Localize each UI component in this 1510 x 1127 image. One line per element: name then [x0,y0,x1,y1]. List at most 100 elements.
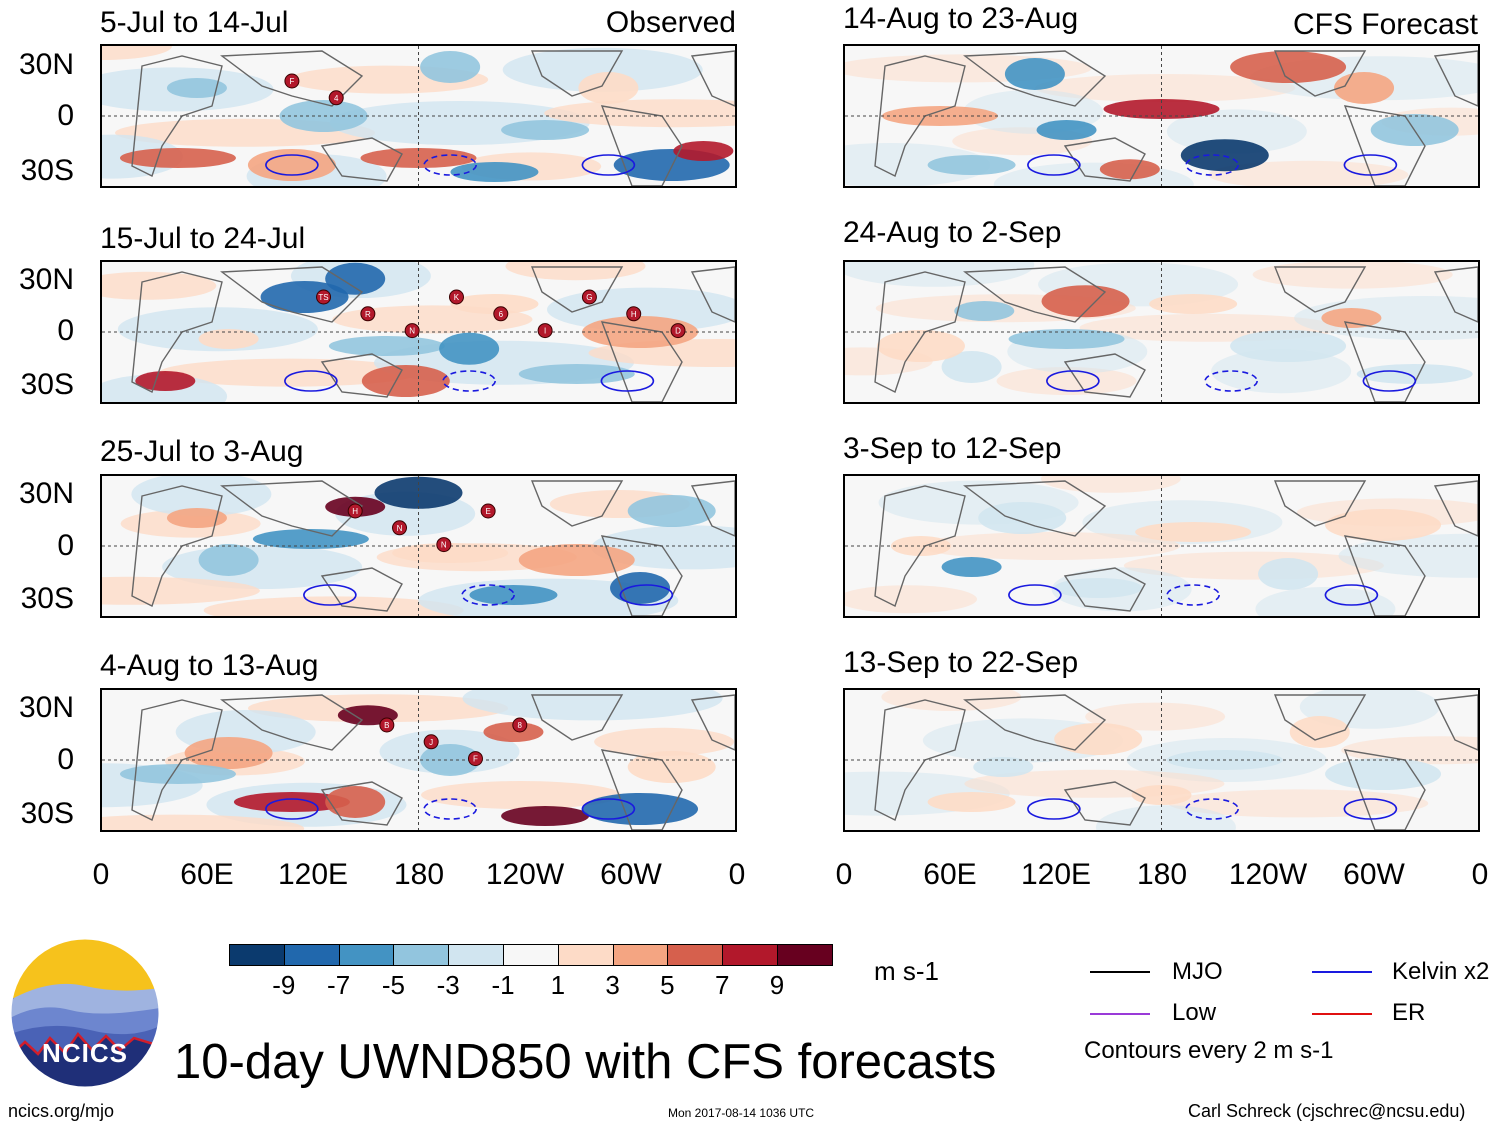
map-field: B J F 8 [102,690,735,830]
colorbar-label: 1 [550,970,566,1000]
colorbar-swatch [612,944,669,966]
wind-anomaly-blob [876,330,965,362]
wind-anomaly-band [1208,160,1409,186]
svg-text:H: H [631,310,637,319]
legend-label-kelvin: Kelvin x2 [1392,958,1490,985]
svg-text:TS: TS [318,293,328,302]
legend-label-mjo: MJO [1172,958,1223,985]
svg-text:H: H [352,507,358,516]
wind-anomaly-blob [1054,723,1143,755]
wind-anomaly-blob [673,141,734,161]
wind-anomaly-band [462,690,723,721]
wind-anomaly-blob [941,351,1002,383]
ncics-logo: NCICS [10,938,160,1088]
coastline [874,55,966,177]
wind-anomaly-blob [374,476,463,509]
map-field [845,46,1478,186]
colorbar-label: 5 [660,970,675,1000]
wind-anomaly-band [544,99,735,128]
kelvin-contour [1343,154,1398,176]
colorbar-units: m s-1 [874,956,939,986]
coastline [963,694,1107,751]
legend-line-low [1090,1013,1150,1015]
legend-label-low: Low [1172,999,1217,1026]
wind-anomaly-band [102,271,217,300]
wind-anomaly-blob [518,544,635,576]
lat-label: 30S [20,582,74,615]
wind-anomaly-blob [439,332,500,365]
colorbar-label: -3 [436,970,460,1000]
storm-marker: F [284,73,300,89]
wind-anomaly-band [1338,533,1478,578]
wind-anomaly-blob [1230,330,1347,362]
legend-line-kelvin [1312,971,1372,973]
storm-marker: G [581,289,597,305]
wind-anomaly-blob [247,149,336,181]
lat-label: 0 [57,99,74,132]
kelvin-contour [1185,154,1239,176]
panel-title: 25-Jul to 3-Aug [100,435,304,468]
wind-anomaly-blob [252,529,369,549]
storm-marker: I [537,323,553,339]
storm-marker: R [360,306,376,322]
panel-tag-observed: Observed [605,6,736,39]
coastline [1433,50,1478,107]
panel-tag-cfs-forecast: CFS Forecast [1292,8,1478,41]
colorbar-swatch [229,944,285,966]
panel-title: 13-Sep to 22-Sep [843,646,1079,679]
coastline [963,266,1107,323]
coastline [131,55,223,177]
wind-anomaly-blob [135,371,196,391]
coastline [1063,137,1146,182]
storm-marker: 6 [493,306,509,322]
storm-marker: K [448,289,464,305]
kelvin-contour [303,584,357,606]
lat-label: 30S [20,797,74,830]
wind-anomaly-blob [1004,58,1065,90]
kelvin-contour [1185,798,1239,820]
wind-anomaly-blob [450,162,539,182]
lat-label: 30S [20,154,74,187]
coastline [874,485,966,607]
wind-anomaly-blob [1325,509,1442,541]
wind-anomaly-blob [166,78,227,98]
legend-line-mjo [1090,971,1150,973]
wind-anomaly-band [1341,736,1478,765]
wind-anomaly-band [1255,587,1396,616]
colorbar-swatch [503,944,559,966]
footer-url: ncics.org/mjo [8,1101,115,1121]
coastline [1433,694,1478,751]
kelvin-contour [1046,370,1100,392]
wind-anomaly-blob [954,301,1015,321]
kelvin-contour [581,798,636,820]
lon-label: 60W [600,858,662,891]
svg-text:D: D [675,327,681,336]
wind-anomaly-blob [1008,329,1125,349]
map-field: F4 [102,46,735,186]
map-panel [843,688,1480,832]
wind-anomaly-band [1085,702,1226,731]
map-panel: H N N E [100,474,737,618]
svg-text:I: I [544,327,546,336]
svg-text:F: F [289,77,294,86]
panel-title: 3-Sep to 12-Sep [843,432,1062,465]
coastline [131,485,223,607]
wind-anomaly-band [1211,349,1352,394]
map-panel: B J F 8 [100,688,737,832]
wind-anomaly-blob [978,502,1067,534]
colorbar-label: -5 [381,970,405,1000]
lon-label: 60E [923,858,977,891]
kelvin-contour [265,154,319,176]
map-field [845,690,1478,830]
coastline [131,271,223,393]
wind-anomaly-band [1123,551,1384,580]
wind-anomaly-blob [1230,51,1347,83]
wind-anomaly-band [102,46,172,60]
logo-text: NCICS [42,1038,128,1068]
storm-marker: 4 [328,90,344,106]
colorbar-swatch [557,944,614,966]
coastline [1063,353,1146,398]
main-title: 10-day UWND850 with CFS forecasts [174,1035,997,1089]
wind-anomaly-blob [1041,285,1130,318]
